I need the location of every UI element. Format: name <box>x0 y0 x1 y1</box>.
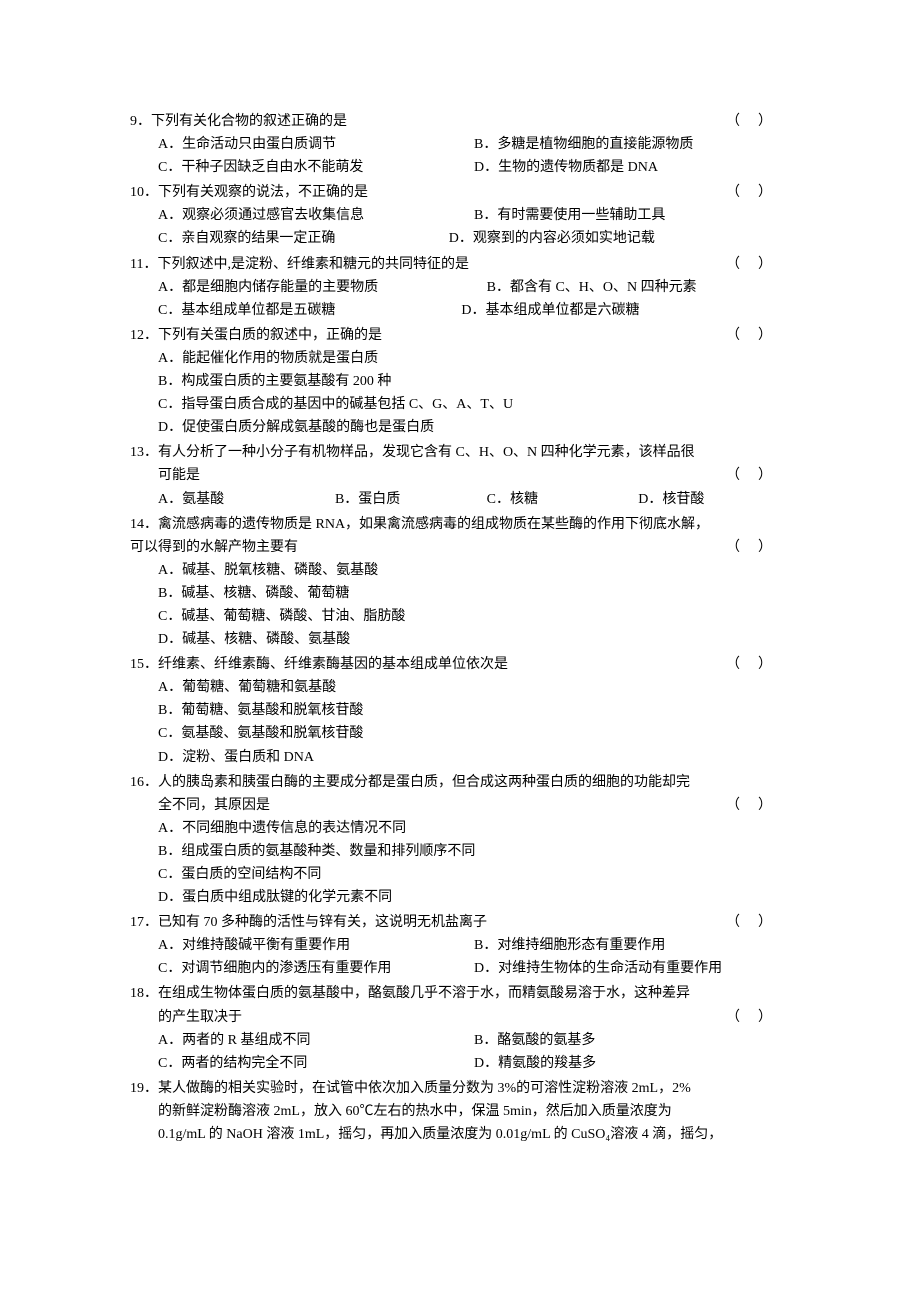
option-d: D．核苷酸 <box>638 488 704 511</box>
question-16: 16．人的胰岛素和胰蛋白酶的主要成分都是蛋白质，但合成这两种蛋白质的细胞的功能却… <box>130 771 790 910</box>
option-d: D．基本组成单位都是六碳糖 <box>461 299 639 322</box>
answer-paren: （） <box>726 253 790 276</box>
answer-paren: （） <box>726 653 790 676</box>
question-stem-line2: 可以得到的水解产物主要有 <box>130 536 706 559</box>
option-a: A．两者的 R 基组成不同 <box>158 1029 474 1052</box>
option-d: D．碱基、核糖、磷酸、氨基酸 <box>158 628 790 651</box>
option-d: D．观察到的内容必须如实地记载 <box>449 227 655 250</box>
options: A．不同细胞中遗传信息的表达情况不同 B．组成蛋白质的氨基酸种类、数量和排列顺序… <box>130 817 790 909</box>
option-a: A．都是细胞内储存能量的主要物质 <box>158 276 487 299</box>
option-a: A．不同细胞中遗传信息的表达情况不同 <box>158 817 790 840</box>
question-stem-line1: 13．有人分析了一种小分子有机物样品，发现它含有 C、H、O、N 四种化学元素，… <box>130 441 790 464</box>
question-13: 13．有人分析了一种小分子有机物样品，发现它含有 C、H、O、N 四种化学元素，… <box>130 441 790 510</box>
question-19: 19．某人做酶的相关实验时，在试管中依次加入质量分数为 3%的可溶性淀粉溶液 2… <box>130 1077 790 1146</box>
question-stem: 15．纤维素、纤维素酶、纤维素酶基因的基本组成单位依次是 <box>130 653 706 676</box>
question-stem-row: 17．已知有 70 多种酶的活性与锌有关，这说明无机盐离子 （） <box>130 911 790 934</box>
option-b: B．葡萄糖、氨基酸和脱氧核苷酸 <box>158 699 790 722</box>
question-stem-row: 10．下列有关观察的说法，不正确的是 （） <box>130 181 790 204</box>
option-c: C．干种子因缺乏自由水不能萌发 <box>158 156 474 179</box>
question-line1: 19．某人做酶的相关实验时，在试管中依次加入质量分数为 3%的可溶性淀粉溶液 2… <box>130 1077 790 1100</box>
question-18: 18．在组成生物体蛋白质的氨基酸中，酪氨酸几乎不溶于水，而精氨酸易溶于水，这种差… <box>130 982 790 1074</box>
question-stem-row: 可能是 （） <box>130 464 790 487</box>
option-a: A．生命活动只由蛋白质调节 <box>158 133 474 156</box>
options: A．两者的 R 基组成不同 B．酪氨酸的氨基多 C．两者的结构完全不同 D．精氨… <box>130 1029 790 1075</box>
option-b: B．都含有 C、H、O、N 四种元素 <box>487 276 697 299</box>
question-stem-line1: 16．人的胰岛素和胰蛋白酶的主要成分都是蛋白质，但合成这两种蛋白质的细胞的功能却… <box>130 771 790 794</box>
option-b: B．有时需要使用一些辅助工具 <box>474 204 790 227</box>
options: A．氨基酸 B．蛋白质 C．核糖 D．核苷酸 <box>130 488 790 511</box>
options: A．观察必须通过感官去收集信息 B．有时需要使用一些辅助工具 C．亲自观察的结果… <box>130 204 790 250</box>
answer-paren: （） <box>726 464 790 487</box>
question-stem-row: 全不同，其原因是 （） <box>130 794 790 817</box>
option-c: C．核糖 <box>487 488 639 511</box>
option-b: B．多糖是植物细胞的直接能源物质 <box>474 133 790 156</box>
answer-paren: （） <box>726 324 790 347</box>
option-d: D．蛋白质中组成肽键的化学元素不同 <box>158 886 790 909</box>
question-line2: 的新鲜淀粉酶溶液 2mL，放入 60℃左右的热水中，保温 5min，然后加入质量… <box>130 1100 790 1123</box>
option-c: C．氨基酸、氨基酸和脱氧核苷酸 <box>158 722 790 745</box>
question-stem-row: 11．下列叙述中,是淀粉、纤维素和糖元的共同特征的是 （） <box>130 253 790 276</box>
option-b: B．对维持细胞形态有重要作用 <box>474 934 790 957</box>
question-stem-row: 15．纤维素、纤维素酶、纤维素酶基因的基本组成单位依次是 （） <box>130 653 790 676</box>
option-d: D．生物的遗传物质都是 DNA <box>474 156 790 179</box>
question-stem: 17．已知有 70 多种酶的活性与锌有关，这说明无机盐离子 <box>130 911 706 934</box>
question-stem: 9．下列有关化合物的叙述正确的是 <box>130 110 706 133</box>
option-a: A．观察必须通过感官去收集信息 <box>158 204 474 227</box>
question-stem: 12．下列有关蛋白质的叙述中，正确的是 <box>130 324 706 347</box>
options: A．都是细胞内储存能量的主要物质 B．都含有 C、H、O、N 四种元素 C．基本… <box>130 276 790 322</box>
question-12: 12．下列有关蛋白质的叙述中，正确的是 （） A．能起催化作用的物质就是蛋白质 … <box>130 324 790 439</box>
option-a: A．能起催化作用的物质就是蛋白质 <box>158 347 790 370</box>
option-a: A．氨基酸 <box>158 488 335 511</box>
question-stem-row: 9．下列有关化合物的叙述正确的是 （） <box>130 110 790 133</box>
question-11: 11．下列叙述中,是淀粉、纤维素和糖元的共同特征的是 （） A．都是细胞内储存能… <box>130 253 790 322</box>
option-c: C．亲自观察的结果一定正确 <box>158 227 449 250</box>
option-b: B．组成蛋白质的氨基酸种类、数量和排列顺序不同 <box>158 840 790 863</box>
option-c: C．蛋白质的空间结构不同 <box>158 863 790 886</box>
question-10: 10．下列有关观察的说法，不正确的是 （） A．观察必须通过感官去收集信息 B．… <box>130 181 790 250</box>
answer-paren: （） <box>726 794 790 817</box>
option-a: A．葡萄糖、葡萄糖和氨基酸 <box>158 676 790 699</box>
question-line3: 0.1g/mL 的 NaOH 溶液 1mL，摇匀，再加入质量浓度为 0.01g/… <box>130 1123 790 1146</box>
option-d: D．淀粉、蛋白质和 DNA <box>158 746 790 769</box>
option-c: C．指导蛋白质合成的基因中的碱基包括 C、G、A、T、U <box>158 393 790 416</box>
option-b: B．酪氨酸的氨基多 <box>474 1029 790 1052</box>
answer-paren: （） <box>726 536 790 559</box>
question-stem-row: 的产生取决于 （） <box>130 1006 790 1029</box>
question-stem-line1: 14．禽流感病毒的遗传物质是 RNA，如果禽流感病毒的组成物质在某些酶的作用下彻… <box>130 513 790 536</box>
answer-paren: （） <box>726 1006 790 1029</box>
options: A．生命活动只由蛋白质调节 B．多糖是植物细胞的直接能源物质 C．干种子因缺乏自… <box>130 133 790 179</box>
option-b: B．构成蛋白质的主要氨基酸有 200 种 <box>158 370 790 393</box>
option-c: C．两者的结构完全不同 <box>158 1052 474 1075</box>
options: A．葡萄糖、葡萄糖和氨基酸 B．葡萄糖、氨基酸和脱氧核苷酸 C．氨基酸、氨基酸和… <box>130 676 790 768</box>
question-9: 9．下列有关化合物的叙述正确的是 （） A．生命活动只由蛋白质调节 B．多糖是植… <box>130 110 790 179</box>
option-a: A．碱基、脱氧核糖、磷酸、氨基酸 <box>158 559 790 582</box>
option-d: D．对维持生物体的生命活动有重要作用 <box>474 957 790 980</box>
options: A．碱基、脱氧核糖、磷酸、氨基酸 B．碱基、核糖、磷酸、葡萄糖 C．碱基、葡萄糖… <box>130 559 790 651</box>
question-stem-line1: 18．在组成生物体蛋白质的氨基酸中，酪氨酸几乎不溶于水，而精氨酸易溶于水，这种差… <box>130 982 790 1005</box>
answer-paren: （） <box>726 181 790 204</box>
option-c: C．对调节细胞内的渗透压有重要作用 <box>158 957 474 980</box>
option-b: B．碱基、核糖、磷酸、葡萄糖 <box>158 582 790 605</box>
option-b: B．蛋白质 <box>335 488 487 511</box>
question-stem-line2: 的产生取决于 <box>158 1006 706 1029</box>
question-15: 15．纤维素、纤维素酶、纤维素酶基因的基本组成单位依次是 （） A．葡萄糖、葡萄… <box>130 653 790 768</box>
question-14: 14．禽流感病毒的遗传物质是 RNA，如果禽流感病毒的组成物质在某些酶的作用下彻… <box>130 513 790 652</box>
option-c: C．基本组成单位都是五碳糖 <box>158 299 461 322</box>
option-d: D．促使蛋白质分解成氨基酸的酶也是蛋白质 <box>158 416 790 439</box>
question-stem-line2: 可能是 <box>158 464 706 487</box>
question-stem: 10．下列有关观察的说法，不正确的是 <box>130 181 706 204</box>
question-stem-row: 可以得到的水解产物主要有 （） <box>130 536 790 559</box>
question-stem-line2: 全不同，其原因是 <box>158 794 706 817</box>
answer-paren: （） <box>726 110 790 133</box>
options: A．能起催化作用的物质就是蛋白质 B．构成蛋白质的主要氨基酸有 200 种 C．… <box>130 347 790 439</box>
question-17: 17．已知有 70 多种酶的活性与锌有关，这说明无机盐离子 （） A．对维持酸碱… <box>130 911 790 980</box>
question-stem: 11．下列叙述中,是淀粉、纤维素和糖元的共同特征的是 <box>130 253 706 276</box>
option-d: D．精氨酸的羧基多 <box>474 1052 790 1075</box>
option-a: A．对维持酸碱平衡有重要作用 <box>158 934 474 957</box>
question-stem-row: 12．下列有关蛋白质的叙述中，正确的是 （） <box>130 324 790 347</box>
answer-paren: （） <box>726 911 790 934</box>
options: A．对维持酸碱平衡有重要作用 B．对维持细胞形态有重要作用 C．对调节细胞内的渗… <box>130 934 790 980</box>
option-c: C．碱基、葡萄糖、磷酸、甘油、脂肪酸 <box>158 605 790 628</box>
